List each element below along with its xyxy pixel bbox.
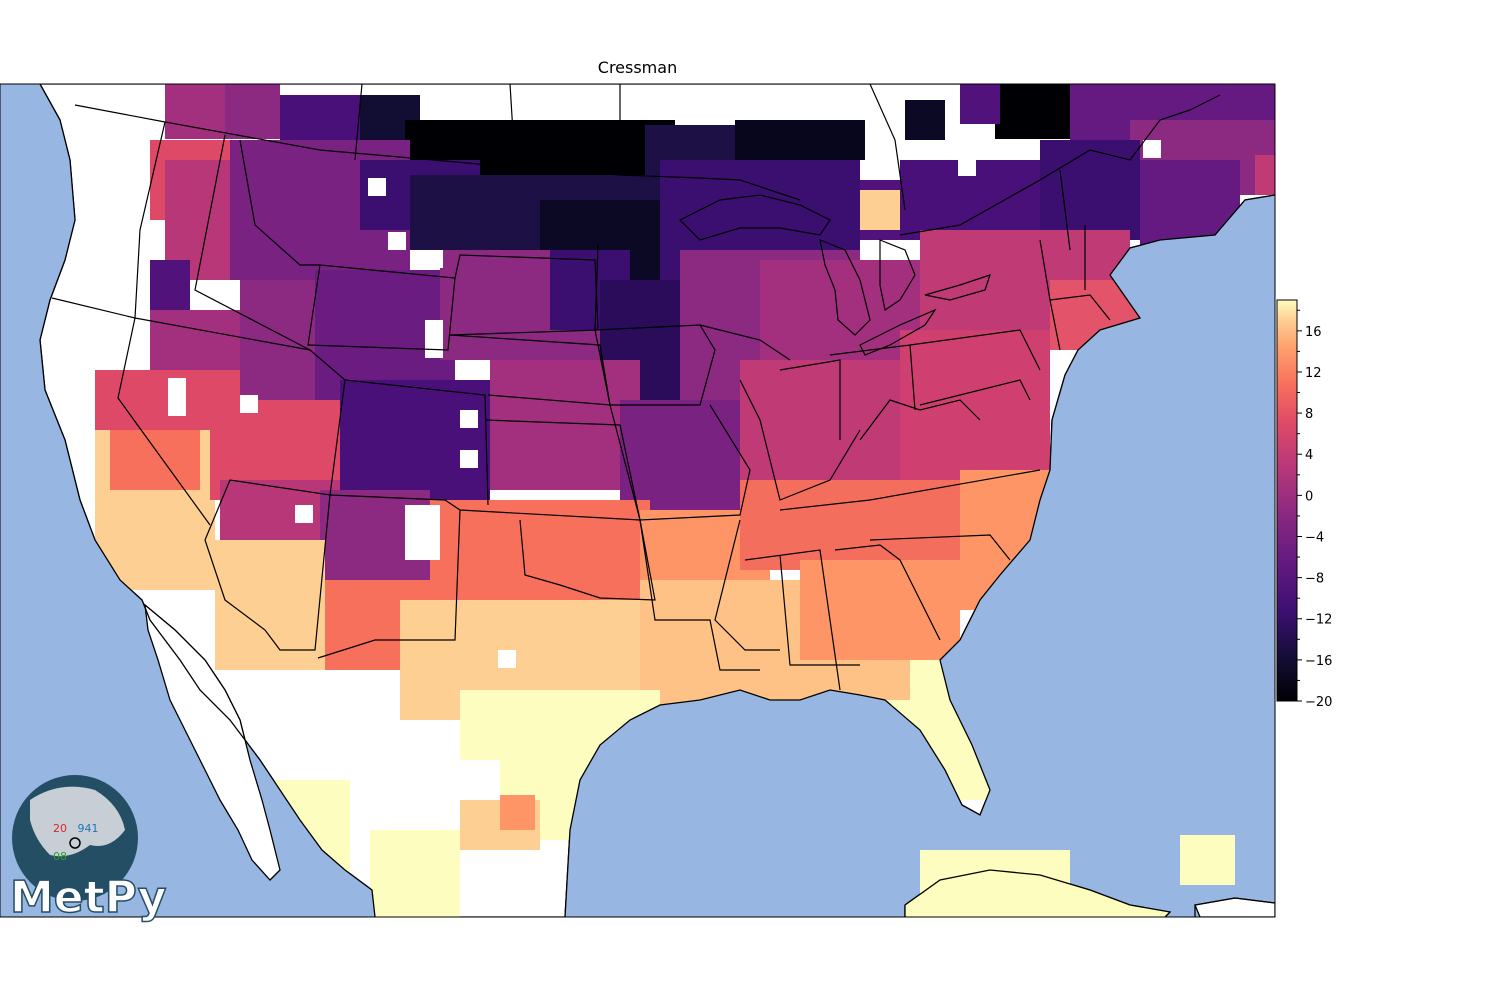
colorbar-tick-label: −4 (1305, 530, 1324, 545)
logo-wordmark: MetPy (10, 872, 166, 923)
logo-station-circle-icon (69, 837, 81, 849)
colorbar-tick-label: 8 (1305, 407, 1313, 422)
ocean-mask (0, 84, 1275, 917)
logo-continent (30, 786, 125, 857)
colorbar-tick-label: 4 (1305, 448, 1313, 463)
logo-station-pressure: 941 (78, 822, 99, 835)
colorbar-gradient (1277, 300, 1297, 701)
colorbar-tick-label: 16 (1305, 325, 1322, 340)
coastlines (39, 84, 1275, 917)
colorbar-tick-label: 0 (1305, 489, 1313, 504)
temperature-grid (95, 84, 1275, 917)
colorbar-tick-label: −16 (1305, 654, 1332, 669)
colorbar-frame (1276, 299, 1298, 702)
map-title: Cressman (597, 58, 678, 77)
great-lakes (678, 194, 991, 356)
colorbar-tick-label: −8 (1305, 572, 1324, 587)
colorbar-tick-label: −12 (1305, 613, 1332, 628)
colorbar-tick-label: −20 (1305, 695, 1332, 710)
borders (51, 84, 1221, 691)
logo-station-temp: 20 (53, 822, 67, 835)
map-frame (0, 83, 1276, 918)
colorbar-ticks: 16 12 8 4 0 −4 −8 −12 −16 −20 (1297, 309, 1332, 710)
colorbar-tick-label: 12 (1305, 366, 1322, 381)
logo-station-dewpoint: 08 (53, 850, 67, 863)
colorbar: 16 12 8 4 0 −4 −8 −12 −16 −20 (1276, 299, 1332, 710)
metpy-logo: 20 941 08 MetPy (9, 775, 167, 924)
